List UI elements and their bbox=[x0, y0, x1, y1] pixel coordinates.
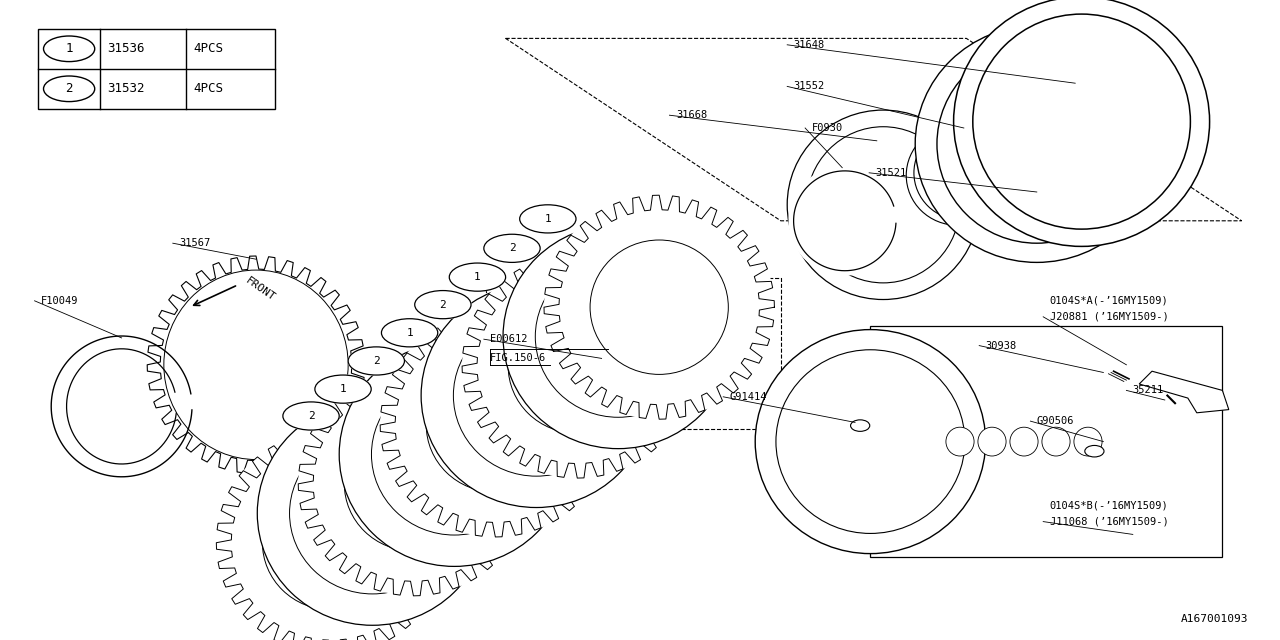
Text: FIG.150-6: FIG.150-6 bbox=[490, 353, 547, 364]
Text: 4PCS: 4PCS bbox=[193, 83, 223, 95]
Ellipse shape bbox=[906, 125, 1009, 225]
Text: 2: 2 bbox=[307, 411, 315, 421]
Text: J11068 (’16MY1509-): J11068 (’16MY1509-) bbox=[1050, 516, 1169, 527]
Ellipse shape bbox=[503, 225, 733, 449]
Text: 0104S*B(-’16MY1509): 0104S*B(-’16MY1509) bbox=[1050, 500, 1169, 511]
Text: 31648: 31648 bbox=[794, 40, 824, 50]
Text: 2: 2 bbox=[508, 243, 516, 253]
Circle shape bbox=[348, 347, 404, 375]
Text: 4PCS: 4PCS bbox=[193, 42, 223, 55]
Text: FRONT: FRONT bbox=[243, 275, 276, 303]
Text: 35211: 35211 bbox=[1133, 385, 1164, 396]
Ellipse shape bbox=[380, 313, 611, 537]
Ellipse shape bbox=[508, 299, 646, 433]
Circle shape bbox=[415, 291, 471, 319]
Ellipse shape bbox=[421, 284, 652, 508]
Ellipse shape bbox=[915, 26, 1158, 262]
Text: 2: 2 bbox=[372, 356, 380, 366]
Text: 31567: 31567 bbox=[179, 238, 210, 248]
Text: 1: 1 bbox=[544, 214, 552, 224]
Circle shape bbox=[520, 205, 576, 233]
Ellipse shape bbox=[216, 431, 447, 640]
Ellipse shape bbox=[1010, 428, 1038, 456]
Circle shape bbox=[283, 402, 339, 430]
Ellipse shape bbox=[937, 45, 1137, 243]
Text: 1: 1 bbox=[65, 42, 73, 55]
Ellipse shape bbox=[1085, 445, 1103, 457]
Ellipse shape bbox=[915, 26, 1158, 262]
Ellipse shape bbox=[914, 125, 1011, 220]
Circle shape bbox=[484, 234, 540, 262]
Ellipse shape bbox=[298, 372, 529, 596]
FancyBboxPatch shape bbox=[38, 29, 275, 109]
Ellipse shape bbox=[147, 256, 365, 474]
Ellipse shape bbox=[776, 349, 965, 533]
Ellipse shape bbox=[1042, 428, 1070, 456]
Ellipse shape bbox=[954, 0, 1210, 246]
Ellipse shape bbox=[1074, 428, 1102, 456]
Ellipse shape bbox=[164, 270, 348, 460]
Ellipse shape bbox=[850, 420, 870, 431]
Ellipse shape bbox=[426, 358, 564, 492]
Circle shape bbox=[315, 375, 371, 403]
Text: 31532: 31532 bbox=[108, 83, 145, 95]
Text: J20881 (’16MY1509-): J20881 (’16MY1509-) bbox=[1050, 312, 1169, 322]
Text: F0930: F0930 bbox=[812, 123, 842, 133]
Ellipse shape bbox=[946, 428, 974, 456]
Text: 1: 1 bbox=[406, 328, 413, 338]
Text: G90506: G90506 bbox=[1037, 416, 1074, 426]
Polygon shape bbox=[1139, 371, 1229, 413]
Ellipse shape bbox=[937, 125, 1019, 205]
Ellipse shape bbox=[544, 195, 774, 419]
Ellipse shape bbox=[954, 0, 1210, 246]
Text: A167001093: A167001093 bbox=[1180, 614, 1248, 624]
Text: E00612: E00612 bbox=[490, 334, 527, 344]
FancyBboxPatch shape bbox=[870, 326, 1222, 557]
Ellipse shape bbox=[344, 417, 483, 551]
Ellipse shape bbox=[929, 125, 1016, 210]
Text: 31668: 31668 bbox=[676, 110, 707, 120]
Ellipse shape bbox=[945, 126, 1021, 200]
Text: F10049: F10049 bbox=[41, 296, 78, 306]
Text: 31536: 31536 bbox=[108, 42, 145, 55]
Text: 2: 2 bbox=[439, 300, 447, 310]
Text: 2: 2 bbox=[65, 83, 73, 95]
Ellipse shape bbox=[787, 110, 979, 300]
Text: 31521: 31521 bbox=[876, 168, 906, 178]
Circle shape bbox=[381, 319, 438, 347]
Ellipse shape bbox=[755, 330, 986, 554]
Ellipse shape bbox=[262, 476, 401, 610]
Ellipse shape bbox=[462, 254, 692, 478]
Text: 1: 1 bbox=[339, 384, 347, 394]
Ellipse shape bbox=[978, 428, 1006, 456]
Ellipse shape bbox=[257, 401, 488, 625]
Ellipse shape bbox=[339, 342, 570, 566]
Ellipse shape bbox=[922, 125, 1014, 215]
Text: 1: 1 bbox=[474, 272, 481, 282]
Ellipse shape bbox=[973, 14, 1190, 229]
Circle shape bbox=[449, 263, 506, 291]
Text: 31552: 31552 bbox=[794, 81, 824, 92]
Text: 0104S*A(-’16MY1509): 0104S*A(-’16MY1509) bbox=[1050, 296, 1169, 306]
Ellipse shape bbox=[590, 240, 728, 374]
Text: 30938: 30938 bbox=[986, 340, 1016, 351]
Ellipse shape bbox=[788, 166, 901, 276]
Text: G91414: G91414 bbox=[730, 392, 767, 402]
